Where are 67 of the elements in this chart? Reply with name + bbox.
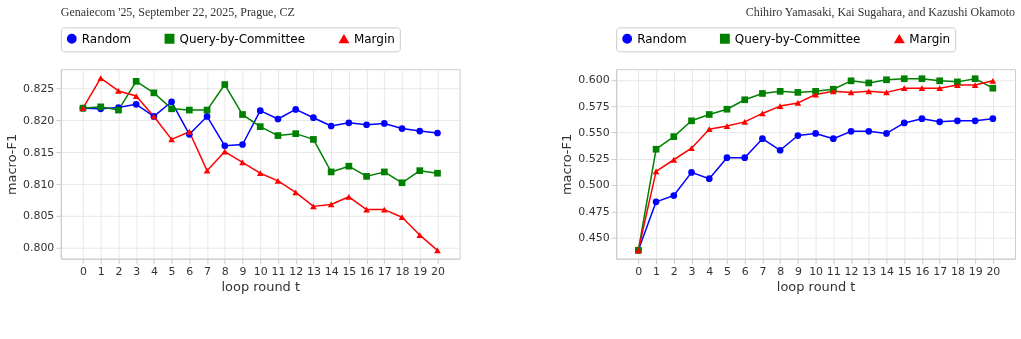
x-tick-label: 18 [395,265,410,279]
x-tick-label: 16 [915,265,930,279]
x-tick-label: 14 [324,265,339,279]
x-tick-label: 2 [670,265,678,279]
x-tick-label: 15 [897,265,912,279]
x-tick-label: 5 [168,265,176,279]
x-tick-label: 3 [688,265,696,279]
x-tick-label: 11 [271,265,286,279]
y-tick-label: 0.820 [22,113,55,127]
legend-label: Margin [909,32,951,46]
x-tick-label: 4 [150,265,158,279]
x-tick-label: 13 [306,265,321,279]
y-tick-label: 0.450 [578,231,610,245]
x-tick-label: 0 [79,265,87,279]
x-tick-label: 16 [360,265,375,279]
x-tick-label: 17 [377,265,392,279]
y-tick-label: 0.810 [22,177,55,191]
x-tick-label: 14 [880,265,894,279]
x-tick-label: 9 [794,265,802,279]
x-tick-label: 7 [204,265,212,279]
legend-label: Margin [353,32,395,46]
x-tick-label: 20 [431,265,445,279]
x-tick-label: 18 [950,265,965,279]
y-tick-label: 0.805 [22,209,55,223]
y-tick-label: 0.525 [578,152,610,166]
x-tick-label: 13 [862,265,877,279]
text: Genaiecom '25, September 22, 2025, Prague, CZ [60,4,295,19]
y-tick-label: 0.475 [578,204,610,218]
x-tick-label: 8 [221,265,229,279]
x-tick-label: 20 [986,265,1001,279]
y-tick-label: 0.500 [578,178,610,192]
x-tick-label: 12 [289,265,304,279]
x-tick-label: 6 [741,265,749,279]
y-tick-label: 0.600 [578,73,610,87]
x-tick-label: 7 [759,265,767,279]
x-axis-title: loop round t [776,279,856,295]
y-tick-label: 0.575 [578,99,610,113]
x-tick-label: 0 [635,265,643,279]
x-tick-label: 2 [115,265,123,279]
y-tick-label: 0.800 [22,241,55,255]
y-tick-label: 0.825 [22,81,55,95]
x-tick-label: 10 [809,265,824,279]
x-tick-label: 12 [844,265,859,279]
x-tick-label: 10 [253,265,268,279]
y-axis-title: macro-F1 [3,133,19,196]
x-tick-label: 17 [933,265,948,279]
x-tick-label: 3 [133,265,141,279]
y-tick-label: 0.550 [578,125,610,139]
x-tick-label: 8 [777,265,785,279]
x-tick-label: 5 [723,265,731,279]
legend-label: Query-by-Committee [179,31,306,46]
text: Chihiro Yamasaki, Kai Sugahara, and Kazushi Okamoto [745,4,1016,19]
x-tick-label: 1 [653,265,661,279]
y-axis-title: macro-F1 [559,133,575,196]
x-tick-label: 19 [968,265,983,279]
legend-label: Query-by-Committee [734,31,861,46]
x-tick-label: 11 [826,265,841,279]
x-tick-label: 1 [97,265,105,279]
y-tick-label: 0.815 [22,145,55,159]
x-tick-label: 15 [342,265,357,279]
legend-label: Random [637,31,687,46]
x-tick-label: 6 [186,265,194,279]
x-axis-title: loop round t [221,279,301,295]
x-tick-label: 19 [413,265,428,279]
x-tick-label: 4 [706,265,714,279]
legend-label: Random [81,31,132,46]
x-tick-label: 9 [239,265,247,279]
